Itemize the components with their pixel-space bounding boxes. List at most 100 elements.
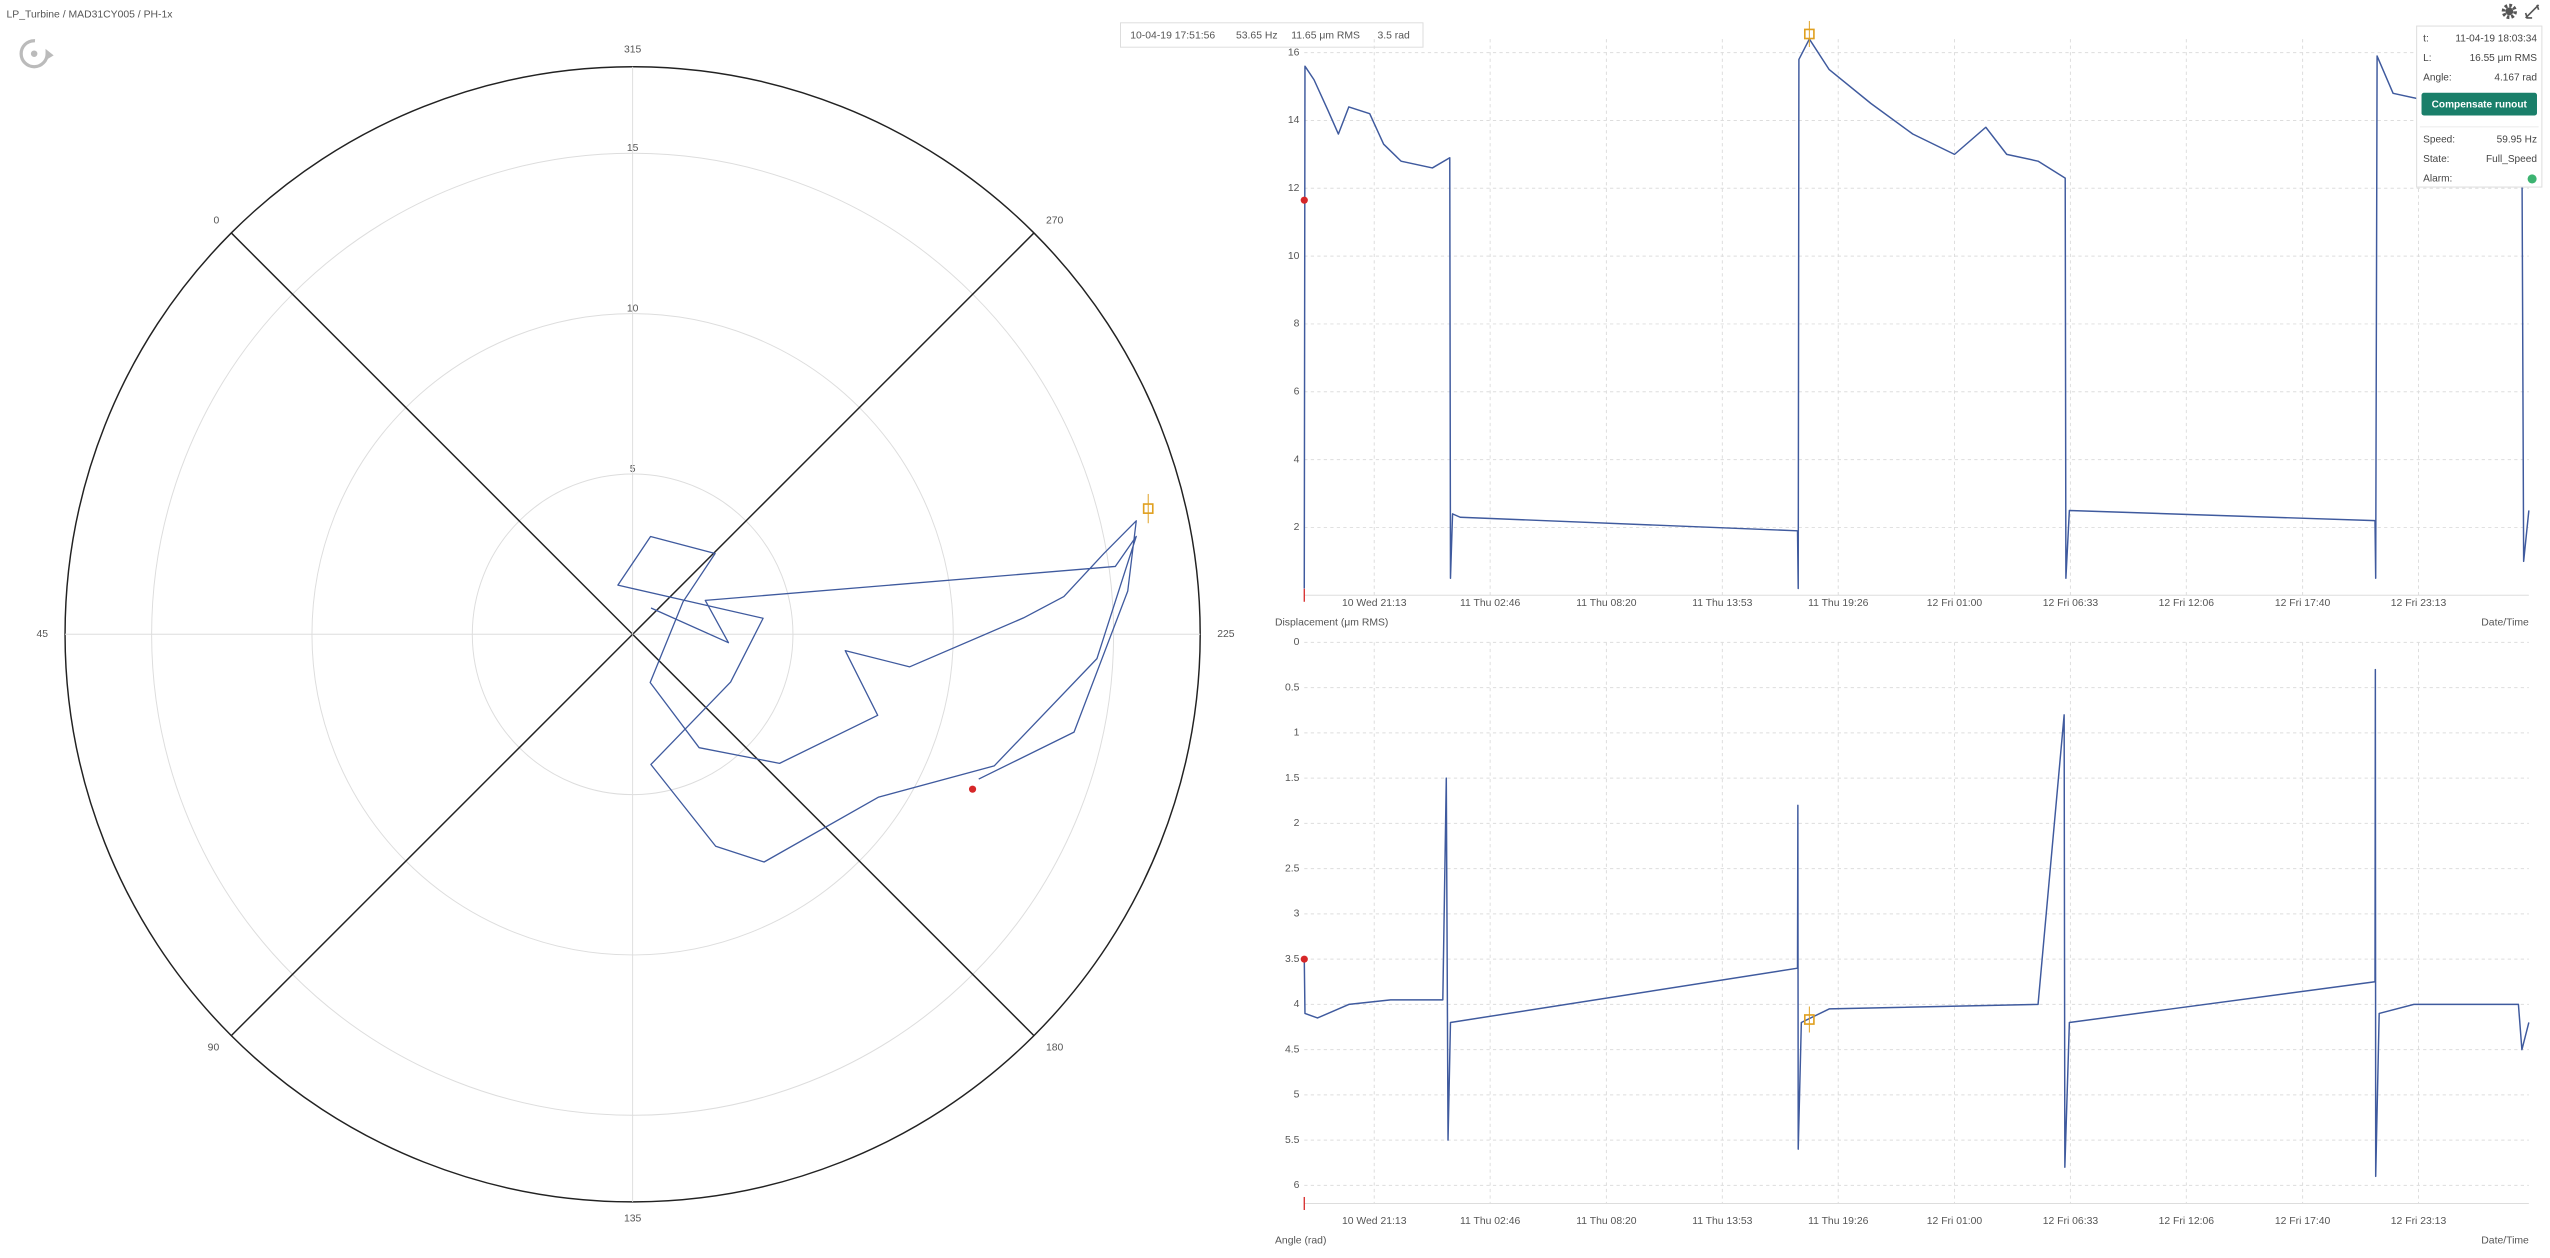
x-tick-label: 12 Fri 06:33 (2043, 1216, 2099, 1227)
y-tick-label: 6 (1294, 1180, 1300, 1191)
angular-tick-label: 180 (1046, 1042, 1064, 1053)
info-value: 4.167 rad (2494, 73, 2537, 84)
x-tick-label: 12 Fri 01:00 (1927, 598, 1983, 609)
x-tick-label: 11 Thu 19:26 (1808, 598, 1868, 609)
status-value: Full_Speed (2486, 154, 2537, 165)
y-tick-label: 3.5 (1285, 954, 1300, 965)
cursor-marker (1803, 28, 1815, 40)
x-tick-label: 12 Fri 12:06 (2159, 598, 2215, 609)
toolbar (2501, 3, 2540, 20)
angular-tick-label: 135 (624, 1214, 642, 1225)
x-tick-label: 12 Fri 23:13 (2391, 1216, 2447, 1227)
x-axis-label: Date/Time (2481, 618, 2529, 629)
cursor-marker (1803, 1014, 1815, 1025)
reset-arrow (45, 48, 54, 61)
y-tick-label: 14 (1288, 115, 1300, 126)
y-tick-label: 1 (1294, 728, 1300, 739)
alarm-indicator (2527, 174, 2537, 184)
series-line (1303, 38, 2530, 590)
x-tick-label: 12 Fri 17:40 (2275, 1216, 2331, 1227)
y-tick-label: 2 (1294, 522, 1300, 533)
polar-trace (617, 520, 1137, 863)
x-axis-label: Date/Time (2481, 1236, 2529, 1247)
x-tick-label: 11 Thu 19:26 (1808, 1216, 1868, 1227)
alarm-key: Alarm: (2423, 174, 2452, 185)
info-key: Angle: (2423, 73, 2452, 84)
reset-dot (30, 50, 38, 57)
y-axis-label: Angle (rad) (1275, 1236, 1326, 1247)
angular-grid (632, 633, 1035, 1037)
collapse-icon (2524, 4, 2540, 19)
angular-grid (230, 232, 634, 635)
x-tick-label: 11 Thu 13:53 (1692, 1216, 1752, 1227)
angular-tick-label: 0 (213, 216, 219, 227)
x-tick-label: 12 Fri 23:13 (2391, 598, 2447, 609)
readout-angle: 3.5 rad (1377, 31, 1410, 42)
x-tick-label: 12 Fri 01:00 (1927, 1216, 1983, 1227)
y-tick-label: 8 (1294, 319, 1300, 330)
x-tick-label: 11 Thu 08:20 (1576, 1216, 1636, 1227)
y-tick-label: 4 (1294, 454, 1300, 465)
gear-core (2505, 7, 2514, 16)
cursor-readout: 10-04-19 17:51:56 53.65 Hz 11.65 μm RMS … (1120, 22, 1424, 48)
series-line (1303, 668, 2530, 1178)
y-tick-label: 12 (1288, 183, 1300, 194)
button-label: Compensate runout (2432, 100, 2528, 111)
angular-tick-label: 90 (208, 1042, 220, 1053)
status-key: State: (2423, 154, 2449, 165)
angular-tick-label: 315 (624, 44, 642, 55)
compensate-button[interactable]: Compensate runout (2421, 92, 2537, 116)
y-axis-label: Displacement (μm RMS) (1275, 618, 1388, 629)
angular-tick-label: 45 (36, 629, 48, 640)
info-value: 11-04-19 18:03:34 (2455, 34, 2537, 45)
y-tick-label: 4 (1294, 999, 1300, 1010)
status-value: 59.95 Hz (2497, 135, 2537, 146)
y-tick-label: 5 (1294, 1090, 1300, 1101)
y-tick-label: 4.5 (1285, 1044, 1300, 1055)
collapse-button[interactable] (2524, 4, 2540, 19)
status-key: Speed: (2423, 135, 2455, 146)
start-marker (968, 785, 977, 793)
button-bg (2421, 92, 2537, 116)
y-tick-label: 1.5 (1285, 773, 1300, 784)
cursor-marker (1142, 503, 1154, 514)
reset-button[interactable] (19, 39, 54, 69)
x-tick-label: 12 Fri 12:06 (2159, 1216, 2215, 1227)
y-tick-label: 6 (1294, 387, 1300, 398)
settings-button[interactable] (2501, 3, 2517, 20)
y-tick-label: 2 (1294, 818, 1300, 829)
readout-displacement: 11.65 μm RMS (1291, 31, 1360, 42)
y-tick-label: 2.5 (1285, 863, 1300, 874)
readout-box (1120, 22, 1424, 48)
y-tick-label: 3 (1294, 909, 1300, 920)
breadcrumb: LP_Turbine / MAD31CY005 / PH-1x (7, 9, 174, 20)
info-value: 16.55 μm RMS (2470, 53, 2538, 64)
readout-speed: 53.65 Hz (1236, 31, 1278, 42)
angular-grid (632, 232, 1035, 635)
info-panel: t: 11-04-19 18:03:34 L: 16.55 μm RMS Ang… (2416, 25, 2543, 188)
x-tick-label: 10 Wed 21:13 (1342, 1216, 1407, 1227)
x-tick-label: 10 Wed 21:13 (1342, 598, 1407, 609)
angular-tick-label: 270 (1046, 216, 1064, 227)
info-key: t: (2423, 34, 2429, 45)
y-tick-label: 16 (1288, 47, 1300, 58)
x-tick-label: 11 Thu 08:20 (1576, 598, 1636, 609)
x-tick-label: 12 Fri 06:33 (2043, 598, 2099, 609)
y-tick-label: 0 (1294, 637, 1300, 648)
y-tick-label: 0.5 (1285, 682, 1300, 693)
start-marker (1300, 196, 1308, 204)
start-marker (1300, 955, 1308, 963)
x-tick-label: 11 Thu 13:53 (1692, 598, 1752, 609)
readout-time: 10-04-19 17:51:56 (1130, 31, 1215, 42)
y-tick-label: 10 (1288, 251, 1300, 262)
y-tick-label: 5.5 (1285, 1135, 1300, 1146)
angular-grid (230, 633, 634, 1037)
gear-icon (2501, 3, 2517, 20)
info-key: L: (2423, 53, 2431, 64)
x-tick-label: 11 Thu 02:46 (1460, 1216, 1520, 1227)
charts: 510150459013518022527031524681012141610 … (36, 20, 2530, 1247)
x-tick-label: 12 Fri 17:40 (2275, 598, 2331, 609)
x-tick-label: 11 Thu 02:46 (1460, 598, 1520, 609)
